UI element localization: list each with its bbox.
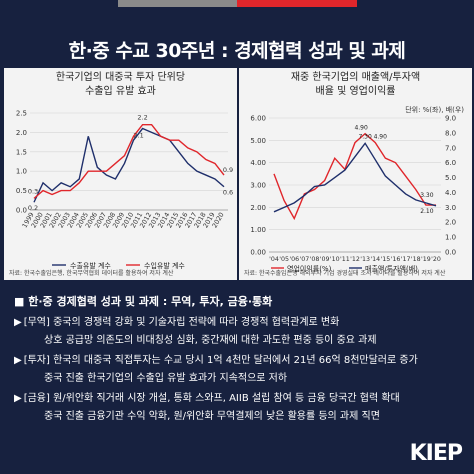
y-left-tick-label: 1.00 bbox=[250, 226, 266, 234]
x-tick-label: '07 bbox=[300, 256, 310, 263]
y-tick-label: 1.0 bbox=[16, 168, 27, 176]
y-left-tick-label: 0.00 bbox=[250, 249, 266, 257]
series-line-수출유발 계수 bbox=[33, 127, 225, 203]
data-label: 2.2 bbox=[137, 114, 147, 122]
bullet-trade-line1: [무역] 중국의 경쟁력 강화 및 기술자립 전략에 따라 경쟁적 협력관계로 … bbox=[23, 317, 340, 328]
y-right-tick-label: 8.0 bbox=[445, 129, 456, 137]
left-chart-title: 한국기업의 대중국 투자 단위당 수출입 유발 효과 bbox=[4, 71, 237, 99]
right-line-chart: 0.00 1.00 2.00 3.00 4.00 5.00 6.00 0.0 1.0 2.0 3.0… bbox=[250, 115, 456, 274]
y-right-tick-label: 2.0 bbox=[445, 219, 456, 227]
x-tick-label: '10 bbox=[330, 256, 340, 263]
x-tick-label: '08 bbox=[310, 256, 320, 263]
y-left-tick-label: 5.00 bbox=[250, 137, 266, 145]
page-title: 한·중 수교 30주년 : 경제협력 성과 및 과제 bbox=[68, 40, 406, 62]
data-label: 7.30 bbox=[358, 133, 372, 140]
y-tick-label: 2.5 bbox=[16, 110, 27, 118]
x-tick-label: '05 bbox=[279, 256, 289, 263]
y-right-tick-label: 0.0 bbox=[445, 249, 456, 257]
y-right-tick-label: 6.0 bbox=[445, 159, 456, 167]
y-tick-label: 0.0 bbox=[16, 207, 27, 215]
data-label: 0.3 bbox=[28, 187, 38, 195]
data-label: 2.1 bbox=[133, 132, 143, 140]
y-left-tick-label: 2.00 bbox=[250, 204, 266, 212]
y-tick-label: 0.5 bbox=[16, 187, 27, 195]
right-chart-panel: 재중 한국기업의 매출액/투자액 배율 및 영업이익률 단위: %(좌), 배(… bbox=[239, 68, 472, 280]
bullet-finance-line1: [금융] 원/위안화 직거래 시장 개설, 통화 스와프, AIIB 설립 참여… bbox=[23, 393, 400, 404]
data-label: 0.6 bbox=[223, 189, 233, 197]
x-tick-label: '09 bbox=[320, 256, 330, 263]
bullet-investment-line1: [투자] 한국의 대중국 직접투자는 수교 당시 1억 4천만 달러에서 21년… bbox=[23, 355, 418, 366]
left-chart-title-line1: 한국기업의 대중국 투자 단위당 bbox=[55, 72, 186, 83]
top-accent-bar bbox=[0, 0, 474, 7]
bullet-marker: ▶ bbox=[14, 393, 22, 404]
bullet-finance: ▶ [금융] 원/위안화 직거래 시장 개설, 통화 스와프, AIIB 설립 참… bbox=[14, 390, 466, 426]
bullet-investment-line2: 중국 진출 한국기업의 수출입 유발 효과가 지속적으로 저하 bbox=[44, 373, 288, 384]
left-line-chart: 0.00.51.01.52.02.51999200020012002200320… bbox=[16, 110, 233, 271]
y-right-tick-label: 1.0 bbox=[445, 234, 456, 242]
legend-label: 매출액/투자액(배) bbox=[365, 264, 418, 273]
data-label: 0.2 bbox=[28, 204, 38, 212]
bullet-investment: ▶ [투자] 한국의 대중국 직접투자는 수교 당시 1억 4천만 달러에서 21… bbox=[14, 352, 466, 388]
y-right-tick-label: 5.0 bbox=[445, 174, 456, 182]
y-right-tick-label: 9.0 bbox=[445, 115, 456, 123]
left-chart-source: 자료: 한국수출입은행, 한국무역협회 데이터를 활용하여 저자 계산 bbox=[9, 270, 174, 277]
y-right-tick-label: 4.0 bbox=[445, 189, 456, 197]
right-chart-title: 재중 한국기업의 매출액/투자액 배율 및 영업이익률 bbox=[239, 71, 472, 99]
left-chart-panel: 한국기업의 대중국 투자 단위당 수출입 유발 효과 0.0 0.5 1.0 1.5 2… bbox=[4, 68, 237, 280]
y-right-tick-label: 3.0 bbox=[445, 204, 456, 212]
bullet-finance-line2: 중국 진출 금융기관 수익 악화, 원/위안화 무역결제의 낮은 활용률 등의 … bbox=[44, 411, 380, 422]
right-chart-title-line1: 재중 한국기업의 매출액/투자액 bbox=[290, 72, 421, 83]
x-tick-label: '17 bbox=[401, 256, 411, 263]
right-chart-title-line2: 배율 및 영업이익률 bbox=[315, 86, 396, 97]
bullet-marker: ▶ bbox=[14, 355, 22, 366]
x-tick-label: '13 bbox=[360, 256, 370, 263]
series-line-매출액/투자액(배) bbox=[273, 142, 437, 213]
x-tick-label: '04 bbox=[269, 256, 279, 263]
top-bar-gray bbox=[118, 0, 237, 7]
x-tick-label: '19 bbox=[421, 256, 431, 263]
top-bar-red bbox=[237, 0, 357, 7]
x-tick-label: '11 bbox=[340, 256, 350, 263]
bullet-trade-line2: 상호 공급망 의존도의 비대칭성 심화, 중간재에 대한 과도한 편중 등이 중… bbox=[44, 335, 377, 346]
section-heading: ■ 한·중 경제협력 성과 및 과제 : 무역, 투자, 금융·통화 bbox=[14, 295, 273, 308]
y-tick-label: 1.5 bbox=[16, 148, 27, 156]
y-left-tick-label: 3.00 bbox=[250, 182, 266, 190]
x-tick-label: '12 bbox=[350, 256, 360, 263]
x-tick-label: '06 bbox=[289, 256, 299, 263]
x-tick-label: '16 bbox=[391, 256, 401, 263]
data-label: 2.10 bbox=[420, 208, 434, 215]
legend-label: 영업이익률(%) bbox=[287, 264, 332, 273]
right-chart-unit: 단위: %(좌), 배(우) bbox=[405, 106, 464, 114]
x-tick-label: '18 bbox=[411, 256, 421, 263]
left-chart-title-line2: 수출입 유발 효과 bbox=[85, 86, 156, 97]
legend-label: 수입유발 계수 bbox=[144, 261, 185, 270]
data-label: 4.90 bbox=[354, 125, 368, 132]
y-tick-label: 2.0 bbox=[16, 129, 27, 137]
data-label: 3.30 bbox=[420, 192, 434, 199]
x-tick-label: '14 bbox=[370, 256, 380, 263]
right-chart-source: 자료: 한국수출입은행 해외투자 기업 경영실태 조사 데이터를 활용하여 저자… bbox=[244, 270, 446, 277]
legend-label: 수출유발 계수 bbox=[70, 261, 111, 270]
kiep-logo: KIEP bbox=[409, 441, 463, 466]
series-line-수입유발 계수 bbox=[33, 123, 225, 199]
y-left-tick-label: 4.00 bbox=[250, 159, 266, 167]
bullet-trade: ▶ [무역] 중국의 경쟁력 강화 및 기술자립 전략에 따라 경쟁적 협력관계로… bbox=[14, 314, 466, 350]
data-label: 0.9 bbox=[223, 166, 233, 174]
data-label: 4.90 bbox=[374, 134, 388, 141]
x-tick-label: '15 bbox=[381, 256, 391, 263]
y-right-tick-label: 7.0 bbox=[445, 144, 456, 152]
x-tick-label: '20 bbox=[431, 256, 441, 263]
series-line-영업이익률(%) bbox=[273, 132, 436, 221]
bullet-marker: ▶ bbox=[14, 317, 22, 328]
y-left-tick-label: 6.00 bbox=[250, 115, 266, 123]
